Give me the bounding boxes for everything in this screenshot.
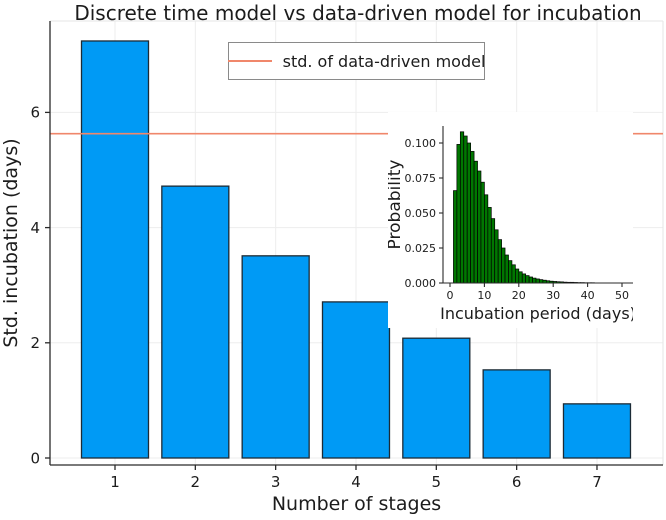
histogram-bar (501, 247, 506, 284)
histogram-bar (477, 170, 482, 284)
y-axis-label: Std. incubation (days) (0, 138, 22, 347)
x-axis-label: Number of stages (272, 493, 441, 515)
x-tick-label: 7 (592, 473, 602, 491)
inset-x-axis-label: Incubation period (days) (440, 304, 633, 323)
histogram-bar (484, 194, 489, 284)
histogram-bar (466, 142, 471, 284)
inset-x-tick-label: 0 (447, 289, 454, 302)
histogram-bar (528, 276, 533, 284)
inset-x-tick-label: 30 (546, 289, 560, 302)
stage-bar (562, 403, 632, 459)
histogram-bar (463, 135, 468, 284)
histogram-bar (456, 144, 461, 284)
stage-bar (402, 337, 471, 459)
histogram-bar (535, 278, 540, 284)
stage-bar (321, 301, 391, 459)
x-tick-label: 4 (351, 473, 361, 491)
histogram-bar (494, 229, 499, 284)
legend-hline-swatch (227, 60, 272, 62)
inset-y-tick-label: 0.050 (405, 207, 437, 220)
histogram-bar (511, 264, 516, 284)
legend-box: std. of data-driven model (227, 42, 486, 80)
stage-bar (161, 185, 230, 459)
histogram-bar (504, 254, 509, 284)
y-tick-label: 6 (30, 104, 40, 122)
histogram-bar (490, 218, 496, 284)
inset-x-tick-label: 40 (581, 289, 595, 302)
histogram-bar (453, 190, 458, 284)
histogram-bar (497, 239, 502, 284)
histogram-bar (518, 271, 523, 284)
y-tick-label: 2 (30, 334, 40, 352)
stage-bar (80, 40, 150, 459)
inset-background (388, 112, 633, 328)
inset-y-tick-label: 0.100 (405, 137, 437, 150)
inset-y-tick-label: 0.025 (405, 242, 437, 255)
histogram-bar (508, 260, 513, 284)
inset-x-tick-label: 50 (615, 289, 629, 302)
histogram-bar (473, 160, 478, 284)
inset-x-tick-label: 10 (477, 289, 491, 302)
x-tick-label: 2 (191, 473, 201, 491)
x-tick-label: 6 (512, 473, 522, 491)
stage-bar (241, 255, 310, 459)
histogram-bar (459, 131, 465, 284)
stage-bar (482, 369, 551, 459)
inset-y-tick-label: 0.000 (405, 277, 437, 290)
inset-x-tick-label: 20 (512, 289, 526, 302)
histogram-bar (521, 273, 527, 284)
histogram-bar (487, 207, 492, 284)
legend-label: std. of data-driven model (282, 51, 486, 71)
histogram-bar (525, 275, 530, 284)
y-tick-label: 4 (30, 219, 40, 237)
inset-y-axis-label: Probability (388, 160, 405, 250)
inset-y-tick-label: 0.075 (405, 172, 437, 185)
histogram-bar (480, 181, 485, 284)
histogram-bar (470, 151, 475, 284)
x-tick-label: 1 (110, 473, 120, 491)
inset-histogram: 0.000 0.025 0.050 0.075 0.100 0 10 20 30 40 50 Incu… (388, 112, 633, 328)
histogram-bar (532, 277, 537, 284)
x-tick-label: 5 (432, 473, 442, 491)
y-tick-label: 0 (30, 449, 40, 467)
histogram-bar (515, 268, 520, 284)
x-tick-label: 3 (271, 473, 281, 491)
